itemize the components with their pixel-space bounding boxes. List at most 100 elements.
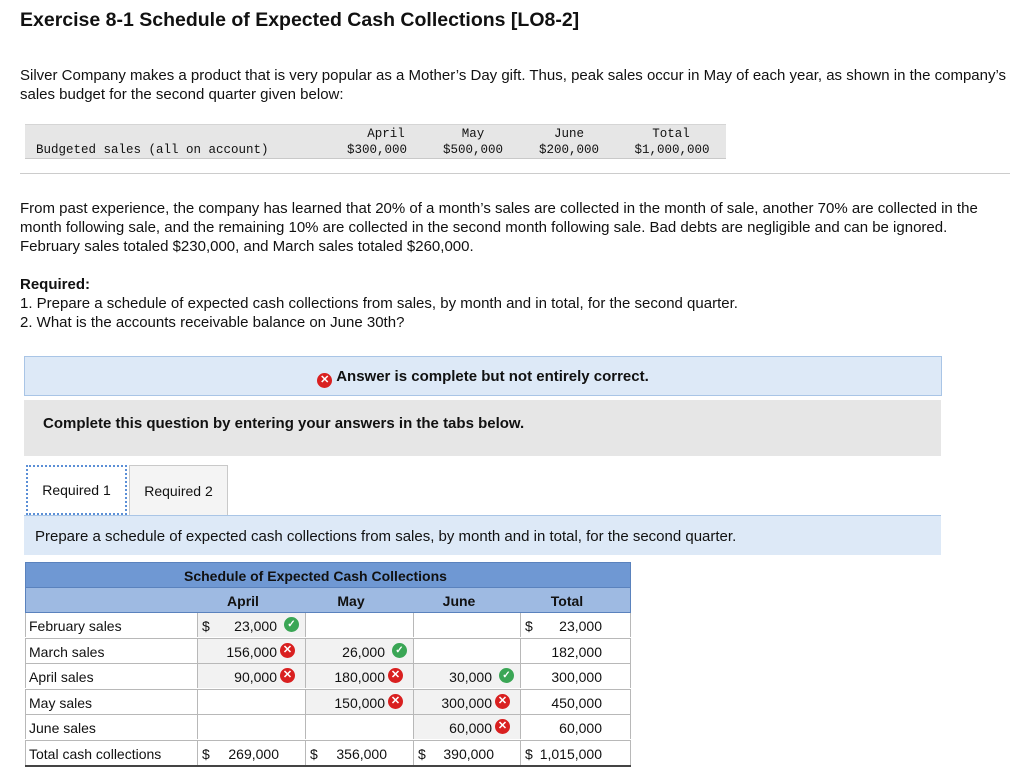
- collection-pattern-paragraph: From past experience, the company has le…: [20, 200, 978, 255]
- schedule-body: February sales $23,000 ✓ $23,000 March sales…: [25, 613, 631, 767]
- tab-required-1-label: Required 1: [42, 482, 111, 498]
- computed-cell: 60,000: [521, 715, 631, 739]
- x-circle-icon: ✕: [388, 693, 403, 709]
- cell-value: 60,000: [559, 720, 602, 736]
- row-label: June sales: [29, 720, 96, 736]
- column-header-april: April: [227, 593, 259, 609]
- page-title: Exercise 8-1 Schedule of Expected Cash C…: [20, 9, 580, 31]
- cell-value: 300,000: [551, 669, 602, 685]
- cell-value: 1,015,000: [539, 745, 602, 762]
- cell-value: 150,000: [334, 694, 385, 711]
- intro-paragraph: Silver Company makes a product that is v…: [20, 67, 1007, 103]
- computed-cell: 300,000: [521, 664, 631, 688]
- budget-header-total: Total: [652, 127, 690, 141]
- cell-value: 60,000: [449, 720, 492, 736]
- answer-input-cell[interactable]: $23,000 ✓: [198, 613, 306, 637]
- x-circle-icon: ✕: [388, 668, 403, 683]
- answer-input-cell[interactable]: [414, 638, 521, 663]
- budget-header-june: June: [553, 127, 584, 141]
- schedule-title: Schedule of Expected Cash Collections: [184, 568, 447, 584]
- column-header-may: May: [337, 593, 365, 609]
- x-circle-icon: ✕: [495, 693, 510, 709]
- column-header-june: June: [442, 593, 476, 609]
- dollar-sign: $: [202, 618, 210, 634]
- computed-cell: $390,000: [414, 740, 521, 765]
- answer-input-cell[interactable]: 90,000 ✕: [198, 664, 306, 688]
- budget-header-april: April: [367, 127, 405, 141]
- x-circle-icon: ✕: [317, 373, 333, 388]
- cell-value: 390,000: [443, 745, 494, 762]
- row-label-cell: February sales: [25, 613, 198, 637]
- row-label-cell: June sales: [25, 715, 198, 739]
- x-circle-icon: ✕: [495, 719, 510, 734]
- budget-value-total: $1,000,000: [634, 143, 710, 157]
- answer-input-cell[interactable]: [306, 613, 414, 637]
- x-circle-icon: ✕: [280, 668, 295, 683]
- x-circle-icon: ✕: [280, 642, 295, 658]
- answer-input-cell[interactable]: [198, 715, 306, 739]
- divider: [20, 173, 1010, 174]
- budget-header-may: May: [461, 127, 485, 141]
- cell-value: 156,000: [226, 643, 277, 660]
- table-row: Total cash collections $269,000 $356,000 $3…: [25, 740, 631, 767]
- computed-cell: $269,000: [198, 740, 306, 765]
- answer-input-cell[interactable]: 26,000 ✓: [306, 638, 414, 663]
- computed-cell: 182,000: [521, 638, 631, 663]
- sales-budget-table: Budgeted sales (all on account) April Ma…: [25, 124, 726, 159]
- computed-cell: 450,000: [521, 689, 631, 714]
- required-heading: Required:: [20, 276, 91, 293]
- tab-required-1[interactable]: Required 1: [26, 465, 127, 515]
- cash-collections-schedule: Schedule of Expected Cash Collections Ap…: [25, 562, 631, 767]
- answer-input-cell[interactable]: 300,000 ✕: [414, 689, 521, 714]
- dollar-sign: $: [202, 745, 210, 762]
- row-label-cell: May sales: [25, 689, 198, 714]
- budget-value-june: $200,000: [538, 143, 599, 157]
- table-row: February sales $23,000 ✓ $23,000: [25, 613, 631, 639]
- table-row: May sales 150,000 ✕ 300,000 ✕ 450,000: [25, 689, 631, 715]
- cell-value: 23,000: [559, 618, 602, 634]
- dollar-sign: $: [310, 745, 318, 762]
- row-label: Total cash collections: [29, 745, 162, 762]
- row-label-cell: Total cash collections: [25, 740, 198, 765]
- answer-status-text: Answer is complete but not entirely corr…: [336, 368, 649, 385]
- answer-input-cell[interactable]: [414, 613, 521, 637]
- answer-input-cell[interactable]: 30,000 ✓: [414, 664, 521, 688]
- tab-prompt-text: Prepare a schedule of expected cash coll…: [35, 528, 737, 545]
- row-label: May sales: [29, 694, 93, 711]
- cell-value: 180,000: [334, 669, 385, 685]
- column-header-total: Total: [550, 593, 584, 609]
- row-label-cell: March sales: [25, 638, 198, 663]
- check-circle-icon: ✓: [499, 668, 514, 683]
- computed-cell: $1,015,000: [521, 740, 631, 765]
- answer-input-cell[interactable]: 156,000 ✕: [198, 638, 306, 663]
- schedule-title-row: Schedule of Expected Cash Collections: [25, 562, 631, 587]
- answer-input-cell[interactable]: 180,000 ✕: [306, 664, 414, 688]
- answer-input-cell[interactable]: 60,000 ✕: [414, 715, 521, 739]
- answer-input-cell[interactable]: [306, 715, 414, 739]
- cell-value: 30,000: [449, 669, 492, 685]
- dollar-sign: $: [418, 745, 426, 762]
- cell-value: 300,000: [441, 694, 492, 711]
- cell-value: 90,000: [234, 669, 277, 685]
- required-item-1: 1. Prepare a schedule of expected cash c…: [20, 295, 738, 312]
- cell-value: 269,000: [228, 745, 279, 762]
- budget-value-april: $300,000: [346, 143, 407, 157]
- cell-value: 26,000: [342, 643, 385, 660]
- answer-input-cell[interactable]: [198, 689, 306, 714]
- tab-required-2-label: Required 2: [144, 482, 213, 499]
- check-circle-icon: ✓: [284, 617, 299, 632]
- budget-row-label: Budgeted sales (all on account): [36, 143, 269, 157]
- answer-input-cell[interactable]: 150,000 ✕: [306, 689, 414, 714]
- row-label: April sales: [29, 669, 94, 685]
- row-label-cell: April sales: [25, 664, 198, 688]
- instruction-text: Complete this question by entering your …: [43, 415, 525, 432]
- required-item-2: 2. What is the accounts receivable balan…: [20, 314, 405, 331]
- dollar-sign: $: [525, 618, 533, 634]
- dollar-sign: $: [525, 745, 533, 762]
- cell-value: 182,000: [551, 643, 602, 660]
- row-label: March sales: [29, 643, 105, 660]
- budget-value-may: $500,000: [442, 143, 503, 157]
- tab-required-2[interactable]: Required 2: [129, 465, 228, 515]
- tab-prompt-bar: Prepare a schedule of expected cash coll…: [24, 515, 941, 555]
- table-row: June sales 60,000 ✕ 60,000: [25, 715, 631, 741]
